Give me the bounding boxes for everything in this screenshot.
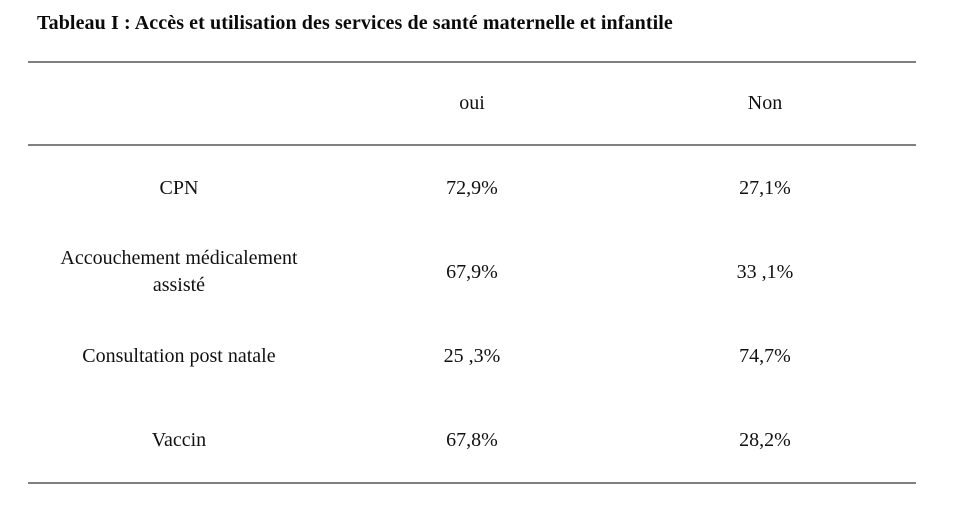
row-oui-value: 67,9%: [446, 260, 498, 283]
row-non-value: 33 ,1%: [736, 260, 794, 283]
header-cell-oui: oui: [330, 63, 614, 144]
row-non-cell: 27,1%: [614, 146, 916, 230]
row-label: CPN: [159, 176, 199, 199]
row-label-cell: Consultation post natale: [28, 314, 330, 398]
row-label-cell: Vaccin: [28, 398, 330, 482]
row-oui-cell: 25 ,3%: [330, 314, 614, 398]
header-cell-non: Non: [614, 63, 916, 144]
row-label-cell: CPN: [28, 146, 330, 230]
table-row: CPN 72,9% 27,1%: [28, 146, 916, 230]
data-table: oui Non CPN 72,9% 27,1% Accouchement méd…: [28, 61, 916, 484]
header-oui-text: oui: [459, 92, 485, 114]
row-oui-value: 25 ,3%: [443, 344, 501, 367]
header-cell-label: [28, 63, 330, 144]
table-row: Accouchement médicalement assisté 67,9% …: [28, 230, 916, 314]
row-non-cell: 28,2%: [614, 398, 916, 482]
row-label-cell: Accouchement médicalement assisté: [28, 230, 330, 314]
row-oui-cell: 67,8%: [330, 398, 614, 482]
row-label: Vaccin: [151, 428, 207, 451]
table-header-row: oui Non: [28, 63, 916, 146]
header-non-text: Non: [747, 92, 783, 114]
row-non-value: 28,2%: [739, 428, 791, 451]
row-non-value: 27,1%: [739, 176, 791, 199]
row-oui-cell: 67,9%: [330, 230, 614, 314]
row-label: Consultation post natale: [82, 344, 276, 367]
table-row: Vaccin 67,8% 28,2%: [28, 398, 916, 482]
table-row: Consultation post natale 25 ,3% 74,7%: [28, 314, 916, 398]
row-oui-value: 67,8%: [446, 428, 498, 451]
row-label: Accouchement médicalement assisté: [60, 247, 298, 296]
table-title: Tableau I : Accès et utilisation des ser…: [37, 12, 673, 34]
row-oui-value: 72,9%: [446, 176, 498, 199]
row-oui-cell: 72,9%: [330, 146, 614, 230]
row-non-value: 74,7%: [739, 344, 791, 367]
row-non-cell: 33 ,1%: [614, 230, 916, 314]
row-non-cell: 74,7%: [614, 314, 916, 398]
